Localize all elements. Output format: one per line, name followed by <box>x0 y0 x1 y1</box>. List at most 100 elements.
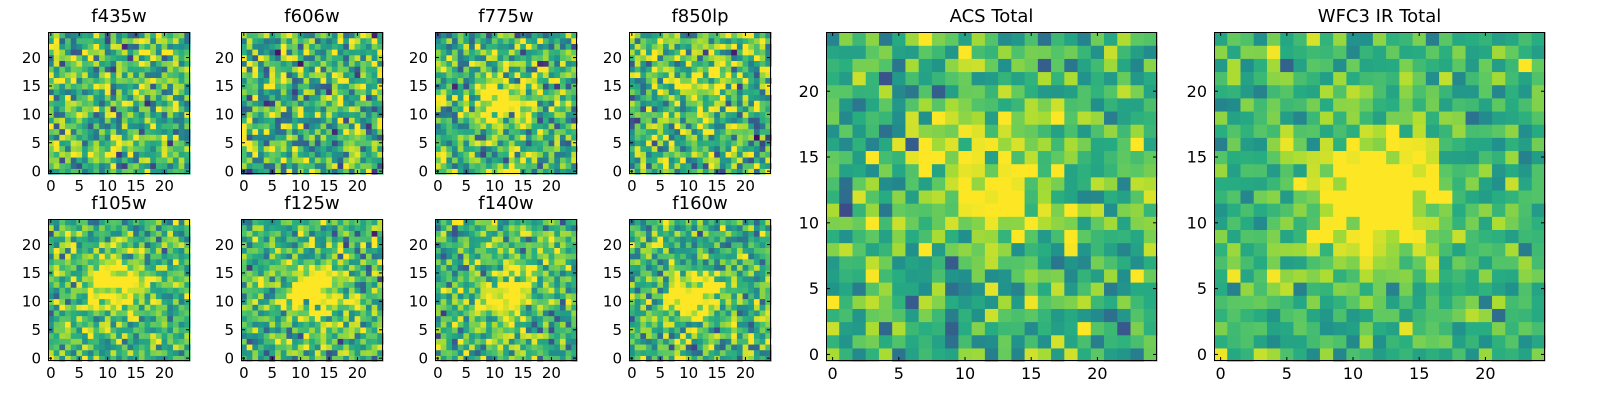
heatmap-cell <box>263 270 270 277</box>
heatmap-cell <box>331 66 339 73</box>
heatmap-cell <box>161 281 168 288</box>
heatmap-cell <box>331 287 339 294</box>
heatmap-cell <box>65 349 72 356</box>
heatmap-cell <box>292 241 299 248</box>
heatmap-cell <box>514 139 521 147</box>
heatmap-cell <box>640 88 647 96</box>
heatmap-cell <box>440 88 447 96</box>
heatmap-cell <box>548 77 555 84</box>
heatmap-cell <box>70 71 77 79</box>
heatmap-cell <box>491 281 499 288</box>
heatmap-cell <box>480 275 487 283</box>
heatmap-cell <box>258 162 265 169</box>
heatmap-cell <box>246 105 253 113</box>
heatmap-cell <box>127 105 134 113</box>
heatmap-cell <box>263 156 270 164</box>
heatmap-cell <box>759 343 766 351</box>
heatmap-cell <box>565 100 572 107</box>
heatmap-cell <box>53 128 60 135</box>
heatmap-cell <box>343 270 350 277</box>
heatmap-cell <box>121 355 129 362</box>
heatmap-cell <box>138 151 146 158</box>
heatmap-cell <box>531 253 538 260</box>
heatmap-cell <box>765 304 772 311</box>
heatmap-cell <box>99 32 106 39</box>
heatmap-cell <box>719 326 727 334</box>
heatmap-cell <box>286 321 293 328</box>
heatmap-cell <box>640 54 647 61</box>
heatmap-cell <box>697 60 704 67</box>
heatmap-cell <box>258 156 265 164</box>
heatmap-cell <box>531 355 538 362</box>
heatmap-cell <box>497 258 504 266</box>
heatmap-cell <box>542 219 550 226</box>
heatmap-cell <box>331 105 339 113</box>
heatmap-cell <box>685 156 693 164</box>
heatmap-cell <box>537 258 544 266</box>
heatmap-cell <box>542 321 550 328</box>
heatmap-cell <box>155 219 163 226</box>
heatmap-cell <box>446 349 453 356</box>
x-tick-label: 15 <box>513 177 532 195</box>
heatmap-cell <box>531 292 538 300</box>
heatmap-cell <box>753 66 761 73</box>
heatmap-cell <box>446 258 453 266</box>
heatmap-cell <box>537 151 544 158</box>
heatmap-cell <box>657 105 664 113</box>
heatmap-cell <box>354 230 361 237</box>
heatmap-cell <box>314 32 322 39</box>
heatmap-cell <box>565 219 572 226</box>
heatmap-cell <box>53 264 60 271</box>
heatmap-cell <box>697 304 704 311</box>
heatmap-cell <box>657 71 664 79</box>
heatmap-cell <box>753 122 761 130</box>
heatmap-cell <box>241 253 248 260</box>
heatmap-cell <box>691 349 698 356</box>
heatmap-cell <box>59 281 66 288</box>
heatmap-cell <box>110 83 117 90</box>
heatmap-cell <box>469 343 476 351</box>
heatmap-cell <box>480 270 487 277</box>
heatmap-cell <box>343 253 350 260</box>
heatmap-cell <box>486 66 493 73</box>
heatmap-cell <box>371 326 378 334</box>
heatmap-cell <box>258 332 265 339</box>
heatmap-cell <box>537 100 544 107</box>
heatmap-cell <box>565 236 572 243</box>
heatmap-cell <box>178 230 185 237</box>
heatmap-cell <box>469 71 476 79</box>
heatmap-cell <box>725 162 732 169</box>
heatmap-cell <box>70 258 77 266</box>
heatmap-cell <box>65 168 72 175</box>
heatmap-cell <box>480 298 487 305</box>
heatmap-cell <box>263 111 270 118</box>
heatmap-cell <box>280 139 288 147</box>
heatmap-cell <box>343 332 350 339</box>
heatmap-cell <box>503 100 510 107</box>
heatmap-cell <box>258 49 265 56</box>
heatmap-cell <box>93 292 100 300</box>
heatmap-cell <box>748 134 755 141</box>
heatmap-cell <box>565 287 572 294</box>
heatmap-cell <box>452 156 459 164</box>
heatmap-cell <box>736 151 744 158</box>
heatmap-cell <box>292 338 299 345</box>
heatmap-cell <box>440 309 447 317</box>
heatmap-cell <box>685 349 693 356</box>
heatmap-cell <box>457 94 464 101</box>
heatmap-cell <box>525 134 533 141</box>
heatmap-cell <box>104 332 112 339</box>
heatmap-cell <box>258 122 265 130</box>
heatmap-cell <box>138 224 146 231</box>
heatmap-cell <box>674 83 681 90</box>
heatmap-cell <box>542 326 550 334</box>
heatmap-cell <box>309 230 316 237</box>
heatmap-cell <box>435 292 442 300</box>
heatmap-cell <box>360 105 367 113</box>
heatmap-cell <box>685 332 693 339</box>
heatmap-cell <box>172 281 180 288</box>
heatmap-cell <box>457 145 464 152</box>
heatmap-cell <box>548 37 555 44</box>
heatmap-cell <box>753 100 761 107</box>
heatmap-cell <box>70 139 77 147</box>
